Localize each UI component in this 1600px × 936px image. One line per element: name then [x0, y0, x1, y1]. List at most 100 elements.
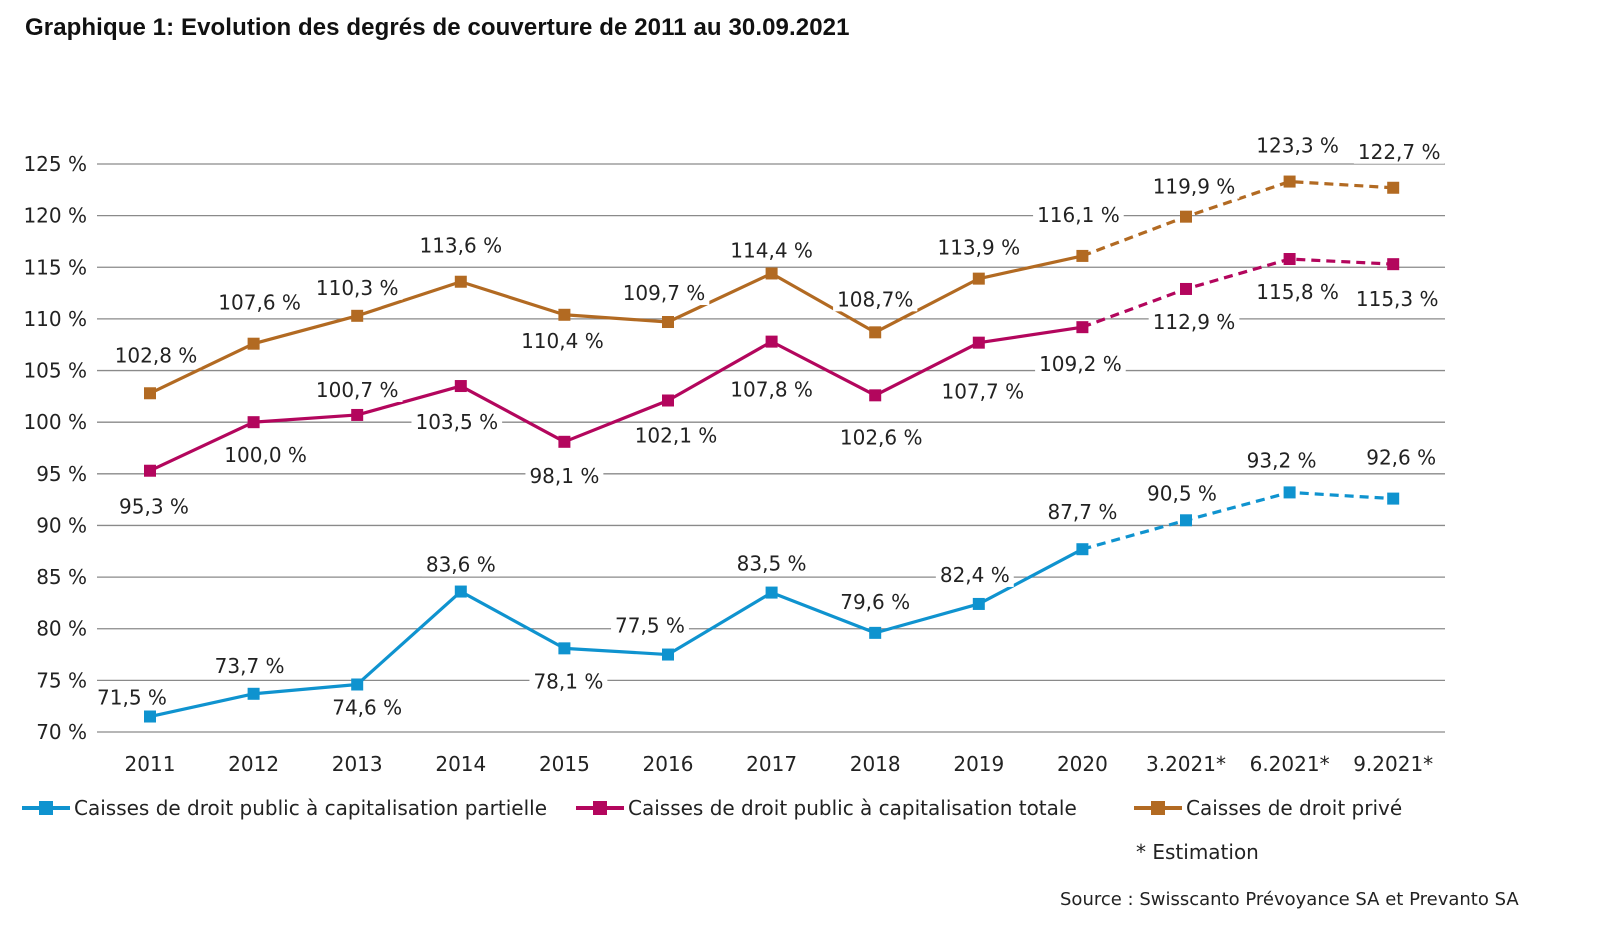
data-point-marker	[1387, 258, 1400, 271]
data-label: 123,3 %	[1256, 134, 1339, 158]
data-label-background	[933, 235, 1025, 260]
legend-swatch-prive	[1134, 800, 1182, 816]
data-label: 71,5 %	[97, 686, 167, 710]
legend: Caisses de droit public à capitalisation…	[0, 796, 1600, 826]
y-tick-label: 85 %	[36, 565, 87, 589]
data-label: 79,6 %	[840, 590, 910, 614]
data-label: 108,7%	[837, 287, 913, 311]
data-label-background	[1035, 352, 1126, 377]
data-label-background	[935, 562, 1014, 587]
data-label: 115,3 %	[1356, 287, 1439, 311]
data-point-marker	[972, 597, 985, 610]
series-line-estimate	[1081, 490, 1394, 551]
x-tick-label: 2020	[1057, 752, 1108, 776]
x-tick-label: 2017	[746, 752, 797, 776]
data-label: 83,5 %	[737, 552, 807, 576]
legend-label: Caisses de droit privé	[1186, 796, 1403, 820]
data-label: 78,1 %	[533, 669, 603, 693]
y-tick-label: 115 %	[23, 255, 87, 279]
data-point-marker	[1180, 282, 1192, 295]
data-label: 103,5 %	[415, 410, 498, 434]
x-tick-label: 9.2021*	[1353, 752, 1433, 776]
data-label-background	[220, 443, 311, 468]
data-label: 109,2 %	[1039, 352, 1122, 376]
estimation-note: * Estimation	[1136, 840, 1259, 864]
data-label-background	[1043, 500, 1122, 525]
data-label-background	[421, 552, 500, 577]
data-label: 87,7 %	[1047, 500, 1117, 524]
x-tick-label: 6.2021*	[1250, 752, 1330, 776]
y-tick-label: 75 %	[36, 668, 87, 692]
legend-item-partielle: Caisses de droit public à capitalisation…	[22, 796, 547, 820]
data-point-marker	[1283, 175, 1296, 188]
data-label: 107,8 %	[730, 378, 813, 402]
data-labels: 71,5 % 73,7 % 74,6 % 83,6 % 78,1 % 77,5 % 83,5…	[93, 133, 1445, 720]
data-label: 115,8 %	[1256, 280, 1339, 304]
series-line-solid	[149, 325, 1083, 473]
data-label: 93,2 %	[1247, 448, 1317, 472]
data-label-background	[1351, 287, 1443, 312]
data-point-marker	[765, 335, 778, 348]
source-note: Source : Swisscanto Prévoyance SA et Pre…	[1060, 889, 1519, 910]
data-label: 113,9 %	[937, 236, 1020, 260]
data-point-marker	[454, 585, 467, 598]
data-label-background	[110, 343, 202, 368]
data-label-background	[833, 287, 918, 312]
data-point-marker	[1076, 249, 1089, 262]
data-label: 74,6 %	[332, 695, 402, 719]
series-line-solid	[149, 547, 1084, 719]
data-label: 92,6 %	[1366, 446, 1436, 470]
data-label: 110,3 %	[316, 276, 399, 300]
line-chart: 70 % 75 % 80 % 85 % 90 % 95 % 100 % 105 % 110 % 1…	[23, 133, 1445, 776]
x-tick-label: 2016	[643, 752, 694, 776]
data-label-background	[836, 589, 915, 614]
data-label: 98,1 %	[529, 464, 599, 488]
data-point-marker	[972, 272, 985, 285]
data-label: 122,7 %	[1358, 140, 1441, 164]
data-label: 116,1 %	[1037, 203, 1120, 227]
data-point-marker	[247, 687, 260, 700]
data-label: 107,6 %	[218, 291, 301, 315]
series-line-estimate	[1081, 257, 1394, 329]
data-label: 102,6 %	[840, 425, 923, 449]
data-label-background	[311, 275, 403, 300]
data-label-background	[210, 653, 289, 678]
series-lines	[144, 175, 1400, 723]
data-label-background	[1252, 133, 1343, 158]
data-label: 77,5 %	[615, 614, 685, 638]
data-label-background	[525, 463, 604, 488]
data-point-marker	[558, 642, 571, 655]
data-label-background	[726, 238, 817, 263]
data-point-marker	[247, 337, 260, 350]
x-tick-label: 2011	[125, 752, 176, 776]
data-point-marker	[662, 648, 674, 661]
data-point-marker	[558, 308, 571, 321]
data-label: 112,9 %	[1153, 310, 1236, 334]
data-point-marker	[454, 275, 467, 288]
data-label-background	[93, 685, 171, 710]
data-label-background	[1143, 481, 1221, 506]
series-line-solid	[149, 254, 1083, 395]
x-tick-label: 2015	[539, 752, 590, 776]
data-label: 90,5 %	[1147, 481, 1217, 505]
legend-swatch-totale	[576, 800, 624, 816]
data-label-background	[630, 423, 722, 448]
data-point-marker	[765, 267, 778, 280]
gridlines	[97, 163, 1445, 733]
data-label: 95,3 %	[119, 495, 189, 519]
x-tick-label: 2019	[953, 752, 1004, 776]
data-label: 114,4 %	[730, 238, 813, 262]
y-tick-label: 120 %	[23, 204, 87, 228]
data-point-marker	[1387, 181, 1400, 194]
x-tick-label: 3.2021*	[1146, 752, 1226, 776]
data-label-background	[937, 379, 1029, 404]
y-tick-label: 95 %	[36, 462, 87, 486]
data-label: 83,6 %	[426, 553, 496, 577]
data-point-marker	[1180, 210, 1192, 223]
data-point-marker	[351, 408, 364, 421]
x-tick-label: 2014	[435, 752, 486, 776]
y-tick-label: 70 %	[36, 720, 87, 744]
data-point-marker	[351, 309, 364, 322]
legend-label: Caisses de droit public à capitalisation…	[628, 796, 1077, 820]
data-label-background	[1353, 139, 1445, 164]
